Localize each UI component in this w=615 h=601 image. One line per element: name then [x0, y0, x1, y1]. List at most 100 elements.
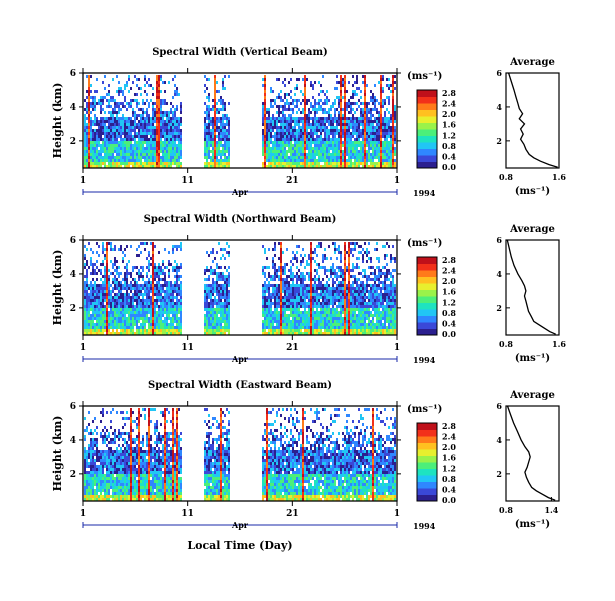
heatmap-cell [278, 299, 280, 302]
heatmap-cell [92, 141, 94, 144]
heatmap-cell [300, 117, 302, 120]
heatmap-cell [296, 84, 298, 87]
heatmap-cell [154, 269, 156, 272]
heatmap-cell [116, 317, 118, 320]
heatmap-cell [86, 290, 88, 293]
heatmap-cell [384, 120, 386, 123]
heatmap-cell [110, 245, 112, 248]
heatmap-cell [280, 120, 282, 123]
heatmap-cell [208, 111, 210, 114]
heatmap-cell [126, 317, 128, 320]
heatmap-cell [306, 165, 308, 168]
heatmap-cell [106, 296, 108, 299]
heatmap-cell [340, 78, 342, 81]
heatmap-cell [332, 132, 334, 135]
heatmap-cell [154, 314, 156, 317]
heatmap-cell [322, 278, 324, 281]
heatmap-cell [116, 299, 118, 302]
heatmap-cell [156, 299, 158, 302]
heatmap-cell [226, 138, 228, 141]
heatmap-cell [284, 314, 286, 317]
heatmap-cell [290, 302, 292, 305]
heatmap-cell [308, 159, 310, 162]
heatmap-cell [126, 290, 128, 293]
heatmap-cell [366, 156, 368, 159]
heatmap-cell [122, 311, 124, 314]
heatmap-cell [392, 99, 394, 102]
heatmap-cell [158, 144, 160, 147]
heatmap-cell [220, 272, 222, 275]
heatmap-cell [302, 135, 304, 138]
heatmap-cell [154, 305, 156, 308]
heatmap-cell [286, 144, 288, 147]
heatmap-cell [112, 287, 114, 290]
heatmap-cell [392, 75, 394, 78]
heatmap-cell [330, 320, 332, 323]
heatmap-cell [362, 156, 364, 159]
heatmap-cell [168, 141, 170, 144]
heatmap-cell [206, 323, 208, 326]
heatmap-cell [342, 159, 344, 162]
heatmap-cell [272, 284, 274, 287]
heatmap-cell [110, 314, 112, 317]
heatmap-cell [134, 75, 136, 78]
heatmap-cell [86, 165, 88, 168]
heatmap-cell [212, 105, 214, 108]
heatmap-cell [110, 162, 112, 165]
heatmap-cell [90, 332, 92, 335]
heatmap-cell [302, 272, 304, 275]
heatmap-cell [378, 81, 380, 84]
heatmap-cell [128, 123, 130, 126]
heatmap-cell [268, 281, 270, 284]
heatmap-cell [150, 323, 152, 326]
heatmap-cell [384, 162, 386, 165]
heatmap-cell [374, 105, 376, 108]
heatmap-cell [132, 326, 134, 329]
heatmap-cell [368, 117, 370, 120]
heatmap-cell [386, 165, 388, 168]
heatmap-cell [152, 290, 154, 293]
heatmap-cell [126, 138, 128, 141]
heatmap-cell [330, 153, 332, 156]
heatmap-cell [226, 314, 228, 317]
heatmap-cell [306, 159, 308, 162]
heatmap-cell [288, 320, 290, 323]
heatmap-cell [304, 105, 306, 108]
heatmap-cell [118, 248, 120, 251]
heatmap-cell [360, 102, 362, 105]
heatmap-cell [142, 332, 144, 335]
heatmap-cell [94, 314, 96, 317]
heatmap-cell [134, 311, 136, 314]
heatmap-cell [204, 126, 206, 129]
heatmap-cell [326, 284, 328, 287]
heatmap-cell [322, 302, 324, 305]
heatmap-cell [88, 162, 90, 165]
heatmap-cell [366, 138, 368, 141]
heatmap-cell [356, 147, 358, 150]
heatmap-cell [110, 317, 112, 320]
heatmap-cell [106, 326, 108, 329]
heatmap-cell [164, 317, 166, 320]
heatmap-cell [100, 129, 102, 132]
heatmap-cell [140, 311, 142, 314]
heatmap-cell [368, 156, 370, 159]
heatmap-cell [94, 153, 96, 156]
heatmap-cell [94, 308, 96, 311]
heatmap-cell [208, 269, 210, 272]
heatmap-cell [88, 132, 90, 135]
heatmap-cell [86, 132, 88, 135]
heatmap-cell [94, 99, 96, 102]
heatmap-cell [106, 135, 108, 138]
heatmap-cell [178, 302, 180, 305]
heatmap-cell [308, 117, 310, 120]
heatmap-cell [114, 248, 116, 251]
heatmap-cell [96, 260, 98, 263]
heatmap-cell [116, 269, 118, 272]
heatmap-cell [124, 281, 126, 284]
heatmap-cell [164, 156, 166, 159]
heatmap-cell [284, 266, 286, 269]
heatmap-cell [180, 284, 182, 287]
heatmap-cell [102, 305, 104, 308]
heatmap-cell [180, 308, 182, 311]
heatmap-cell [92, 311, 94, 314]
